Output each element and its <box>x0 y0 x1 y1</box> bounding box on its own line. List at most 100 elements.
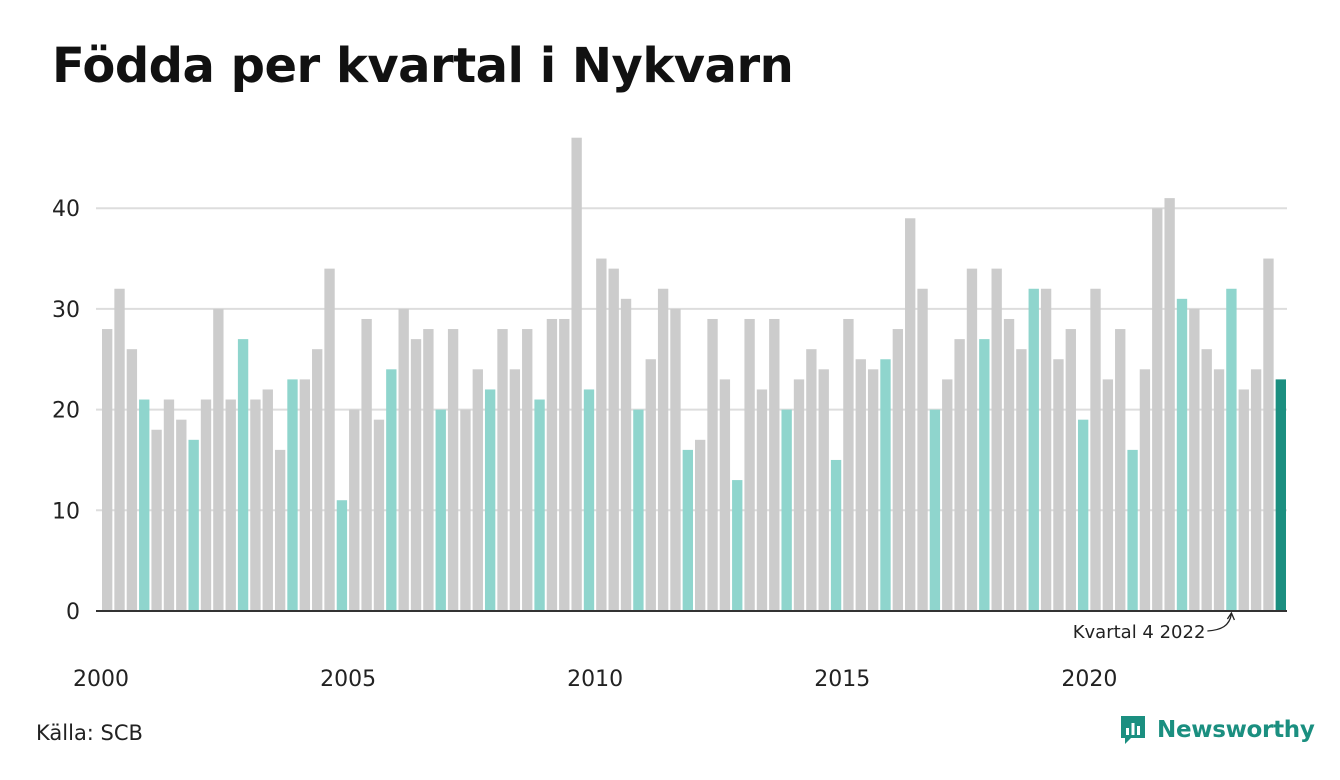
bar-2018-q3 <box>1016 349 1027 611</box>
annotation-arrowhead <box>1226 611 1236 621</box>
bar-2013-q4 <box>781 409 792 611</box>
bar-2010-q1 <box>596 258 607 611</box>
bar-2004-q4 <box>336 500 348 611</box>
x-tick-label: 2000 <box>73 667 129 692</box>
bar-2003-q4 <box>287 379 298 611</box>
bar-2008-q2 <box>509 369 521 611</box>
y-tick-label: 40 <box>52 197 80 222</box>
bar-2005-q1 <box>349 409 360 611</box>
bar-2019-q2 <box>1053 359 1064 611</box>
bar-2018-q4 <box>1028 288 1039 611</box>
bar-2001-q3 <box>176 419 187 611</box>
bar-2019-q1 <box>1040 288 1052 611</box>
bar-2017-q2 <box>954 339 965 611</box>
bar-2005-q4 <box>386 369 397 611</box>
annotation-arrow <box>1207 613 1233 632</box>
bar-2014-q2 <box>806 349 817 611</box>
bar-2001-q4 <box>188 439 199 611</box>
bar-2002-q3 <box>225 399 236 611</box>
bar-2017-q3 <box>966 268 978 611</box>
bar-2021-q4 <box>1176 298 1188 611</box>
bar-2015-q1 <box>843 318 854 611</box>
bar-2004-q1 <box>299 379 311 611</box>
bar-2022-q2 <box>1201 349 1212 611</box>
bar-2013-q3 <box>769 318 780 611</box>
bar-2012-q3 <box>719 379 731 611</box>
bar-2011-q4 <box>682 449 693 611</box>
bar-2017-q1 <box>942 379 953 611</box>
bar-2022-q3 <box>1213 369 1225 611</box>
y-tick-label: 10 <box>52 499 80 524</box>
bar-2007-q2 <box>460 409 471 611</box>
bar-2004-q2 <box>312 349 323 611</box>
bar-2019-q3 <box>1065 329 1076 611</box>
bar-2014-q3 <box>818 369 829 611</box>
bar-2012-q2 <box>707 318 718 611</box>
bar-2000-q4 <box>139 399 150 611</box>
bar-2006-q2 <box>410 339 422 611</box>
bar-2012-q1 <box>695 439 706 611</box>
x-tick-label: 2010 <box>567 667 623 692</box>
bar-2021-q3 <box>1164 198 1175 611</box>
bar-2016-q4 <box>929 409 941 611</box>
bar-2008-q3 <box>522 329 533 611</box>
bar-2016-q1 <box>892 329 904 611</box>
bar-2020-q2 <box>1102 379 1114 611</box>
bar-2021-q2 <box>1152 208 1163 611</box>
bar-2018-q2 <box>1003 318 1015 611</box>
bar-2011-q2 <box>657 288 669 611</box>
brand-logo[interactable]: Newsworthy <box>1118 713 1315 747</box>
annotation: Kvartal 4 2022 <box>1073 611 1236 643</box>
bar-2007-q3 <box>472 369 483 611</box>
bar-2010-q3 <box>620 298 632 611</box>
bar-2014-q1 <box>793 379 805 611</box>
annotation-label: Kvartal 4 2022 <box>1073 622 1206 643</box>
bar-2023-q3 <box>1263 258 1274 611</box>
y-tick-label: 20 <box>52 399 80 424</box>
bar-2016-q2 <box>905 218 916 611</box>
bar-2019-q4 <box>1077 419 1089 611</box>
bar-2020-q1 <box>1090 288 1101 611</box>
bar-2011-q1 <box>645 359 656 611</box>
bar-2003-q1 <box>250 399 261 611</box>
bar-2021-q1 <box>1139 369 1151 611</box>
bar-2017-q4 <box>979 339 990 611</box>
bar-2009-q1 <box>546 318 558 611</box>
bar-2001-q1 <box>151 429 162 611</box>
bar-2002-q2 <box>213 308 224 611</box>
chart-title: Födda per kvartal i Nykvarn <box>52 38 794 94</box>
bar-2015-q2 <box>855 359 866 611</box>
bar-2006-q3 <box>423 329 434 611</box>
bar-2000-q2 <box>114 288 125 611</box>
x-tick-label: 2015 <box>814 667 870 692</box>
bar-2010-q2 <box>608 268 619 611</box>
bar-2002-q1 <box>200 399 212 611</box>
bar-2020-q4 <box>1127 449 1138 611</box>
bar-2008-q4 <box>534 399 545 611</box>
bar-2023-q4 <box>1275 379 1286 611</box>
bar-2007-q4 <box>484 389 496 611</box>
bar-2006-q1 <box>398 308 409 611</box>
bar-2008-q1 <box>497 329 508 611</box>
bar-2007-q1 <box>447 329 459 611</box>
newsworthy-logo-icon <box>1121 716 1145 744</box>
bar-2002-q4 <box>237 339 249 611</box>
source-label: Källa: SCB <box>36 721 143 745</box>
bar-2009-q3 <box>571 137 582 611</box>
bar-2009-q4 <box>583 389 595 611</box>
bar-2009-q2 <box>559 318 570 611</box>
bar-2014-q4 <box>830 459 842 611</box>
y-tick-label: 30 <box>52 298 80 323</box>
bar-2020-q3 <box>1115 329 1126 611</box>
x-tick-label: 2020 <box>1061 667 1117 692</box>
bar-2022-q4 <box>1226 288 1237 611</box>
bar-2015-q4 <box>880 359 891 611</box>
bar-2003-q3 <box>274 449 286 611</box>
bar-2010-q4 <box>633 409 644 611</box>
bar-2004-q3 <box>324 268 335 611</box>
bar-2016-q3 <box>917 288 928 611</box>
axes: 0 10 20 30 40 2000 2005 2010 2015 2020 <box>52 197 1287 692</box>
bar-2023-q1 <box>1238 389 1249 611</box>
bar-2022-q1 <box>1189 308 1200 611</box>
